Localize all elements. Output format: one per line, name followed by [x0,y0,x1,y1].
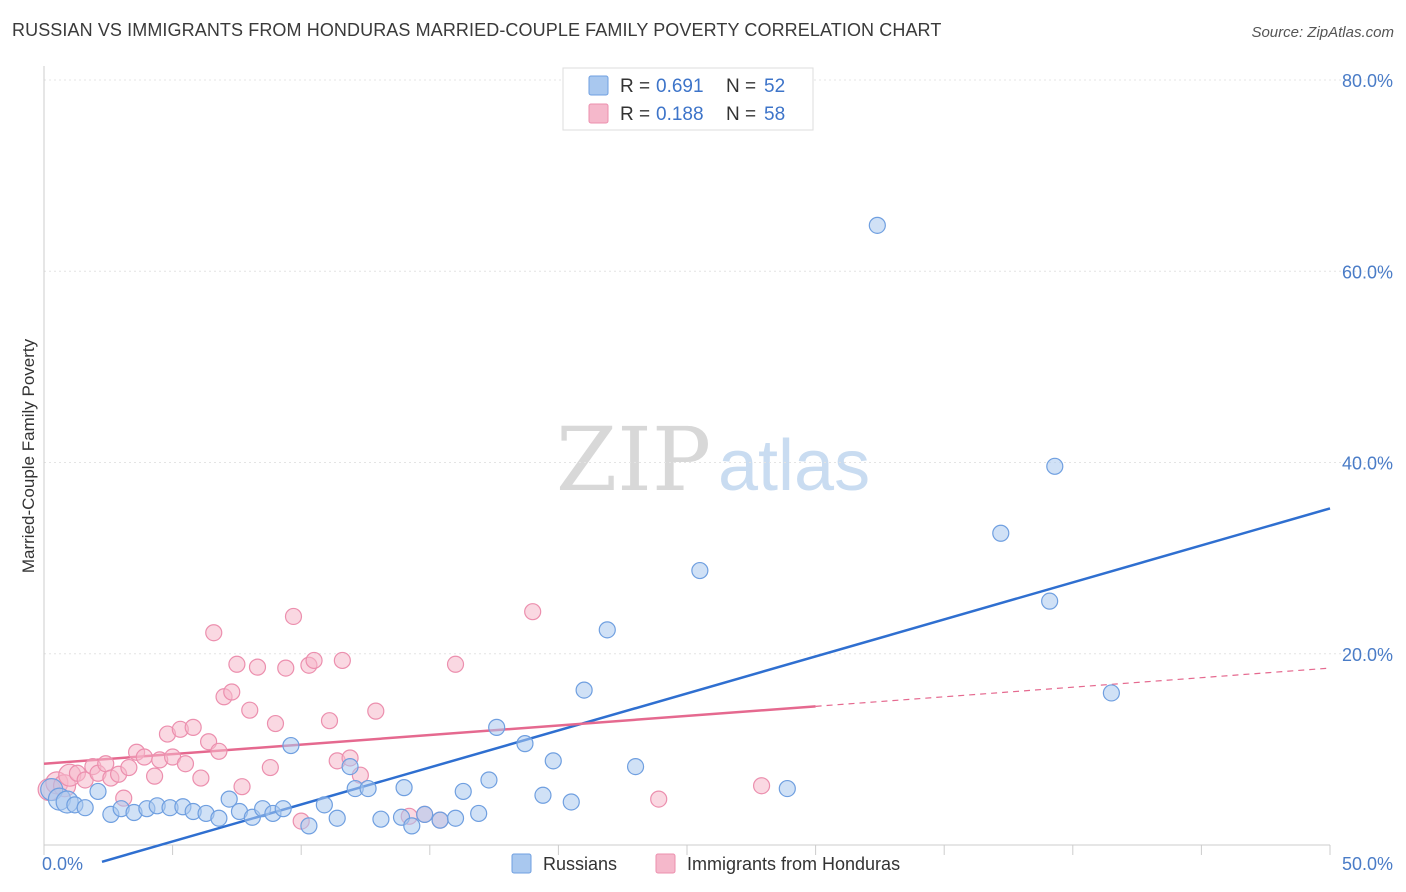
data-points [37,216,1120,835]
point-honduras-22 [192,769,210,787]
y-tick-label-0: 20.0% [1342,645,1393,665]
legend-swatch-russians [588,75,609,96]
point-russians-29 [372,810,390,828]
point-russians-24 [315,796,333,814]
point-russians-46 [626,757,645,776]
point-honduras-21 [184,718,202,736]
y-tick-label-2: 60.0% [1342,262,1393,282]
legend-n-value-2: 58 [764,104,785,125]
point-russians-52 [1046,457,1064,475]
point-honduras-50 [650,790,668,808]
point-russians-49 [868,216,886,234]
point-honduras-20 [176,755,195,773]
point-russians-4 [76,799,94,817]
point-russians-42 [544,752,562,770]
y-tick-label-3: 80.0% [1342,71,1393,91]
series-legend: Russians Immigrants from Honduras [511,853,900,874]
point-russians-21 [274,800,292,818]
point-honduras-24 [205,624,223,642]
point-honduras-48 [446,655,465,673]
series-swatch-honduras [655,853,676,874]
source-credit: Source: ZipAtlas.com [1251,24,1394,41]
axes [43,66,1331,855]
point-honduras-28 [228,655,246,673]
point-russians-31 [395,779,413,797]
x-tick-label-0: 0.0% [42,854,83,874]
series-swatch-russians [511,853,532,874]
point-honduras-51 [752,777,771,795]
point-honduras-49 [524,603,542,621]
point-russians-16 [220,790,238,808]
point-honduras-34 [277,659,295,677]
point-russians-35 [446,809,465,827]
point-russians-5 [89,782,107,801]
point-russians-25 [328,809,346,827]
point-honduras-38 [305,651,323,670]
point-russians-44 [575,681,593,699]
point-russians-36 [454,782,472,801]
point-honduras-35 [284,607,303,626]
point-honduras-29 [233,778,251,796]
chart-title: RUSSIAN VS IMMIGRANTS FROM HONDURAS MARR… [12,20,942,40]
point-honduras-12 [120,758,138,777]
x-tick-labels: 0.0% 50.0% [42,854,1393,874]
point-russians-28 [359,779,377,798]
y-axis-label: Married-Couple Family Poverty [19,338,38,573]
legend-n-label-2: N = [726,104,756,125]
watermark: ZIP atlas [556,408,870,511]
point-honduras-39 [320,712,339,730]
point-russians-47 [691,561,709,580]
point-honduras-44 [367,702,385,720]
point-russians-34 [431,811,449,829]
legend-r-label-1: R = [620,76,650,97]
point-russians-23 [300,817,318,835]
legend-r-value-1: 0.691 [656,76,704,97]
point-honduras-31 [248,658,267,676]
point-russians-26 [341,757,359,776]
point-russians-48 [778,779,796,798]
point-russians-32 [403,817,421,835]
trendline-honduras-extension [815,667,1331,707]
point-russians-22 [282,736,300,755]
point-russians-45 [598,621,616,639]
point-honduras-33 [266,714,285,733]
point-russians-53 [1102,684,1120,702]
point-honduras-14 [135,748,153,766]
point-russians-15 [210,809,228,827]
series-label-honduras: Immigrants from Honduras [687,854,900,874]
y-tick-label-1: 40.0% [1342,454,1393,474]
point-honduras-32 [261,758,279,777]
point-honduras-15 [145,767,164,785]
stats-legend: R = 0.691 N = 52 R = 0.188 N = 58 [562,67,814,131]
point-russians-33 [416,805,434,824]
point-russians-39 [488,718,506,736]
series-label-russians: Russians [543,854,617,874]
legend-r-label-2: R = [620,104,650,125]
point-russians-37 [470,804,488,823]
x-tick-label-1: 50.0% [1342,854,1393,874]
point-honduras-41 [333,651,351,670]
legend-swatch-honduras [588,103,609,124]
point-honduras-27 [223,683,241,701]
point-honduras-8 [97,755,115,773]
point-russians-38 [480,771,498,789]
trendline-russians [101,507,1331,863]
watermark-zip: ZIP [556,408,711,511]
legend-n-value-1: 52 [764,76,785,97]
watermark-atlas: atlas [718,426,870,506]
point-russians-51 [1041,592,1059,610]
point-russians-43 [562,793,580,811]
point-russians-50 [992,524,1010,542]
point-russians-40 [516,735,534,753]
y-tick-labels: 20.0% 40.0% 60.0% 80.0% [1342,71,1393,665]
point-honduras-25 [210,742,228,760]
point-honduras-30 [241,701,259,719]
legend-r-value-2: 0.188 [656,104,704,125]
point-russians-41 [534,786,552,804]
legend-n-label-1: N = [726,76,756,97]
gridlines [44,79,1392,655]
